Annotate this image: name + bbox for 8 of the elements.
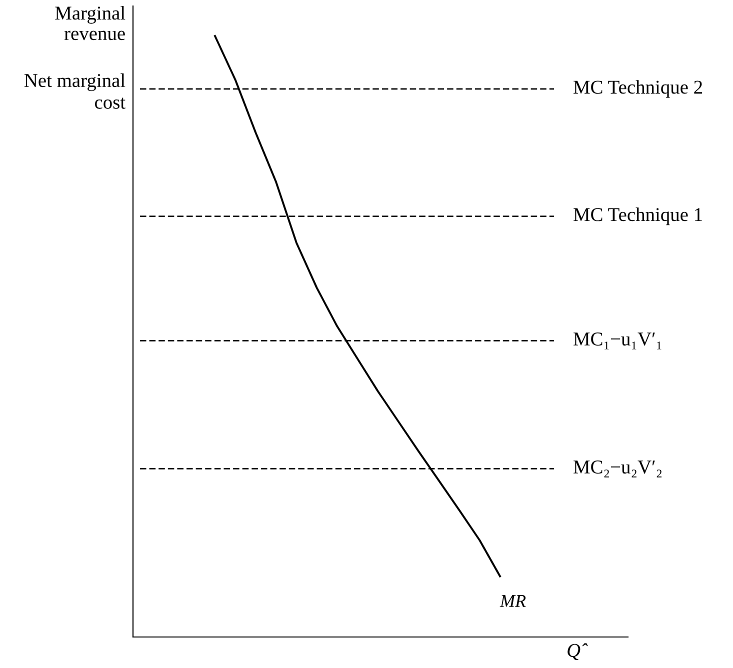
ref-line-label: MC₂−u₂V′₂ bbox=[574, 460, 662, 478]
x-axis-title: Q̂ bbox=[568, 643, 588, 660]
ref-line-label: MC Technique 2 bbox=[574, 80, 702, 98]
ref-line-label: MC Technique 1 bbox=[574, 207, 702, 226]
text: Net marginal cost bbox=[24, 73, 126, 109]
y-axis-title: Marginal revenue bbox=[55, 6, 126, 40]
ref-line-label: MC₁−u₁V′₁ bbox=[574, 332, 662, 350]
series-label: MR bbox=[500, 595, 526, 607]
